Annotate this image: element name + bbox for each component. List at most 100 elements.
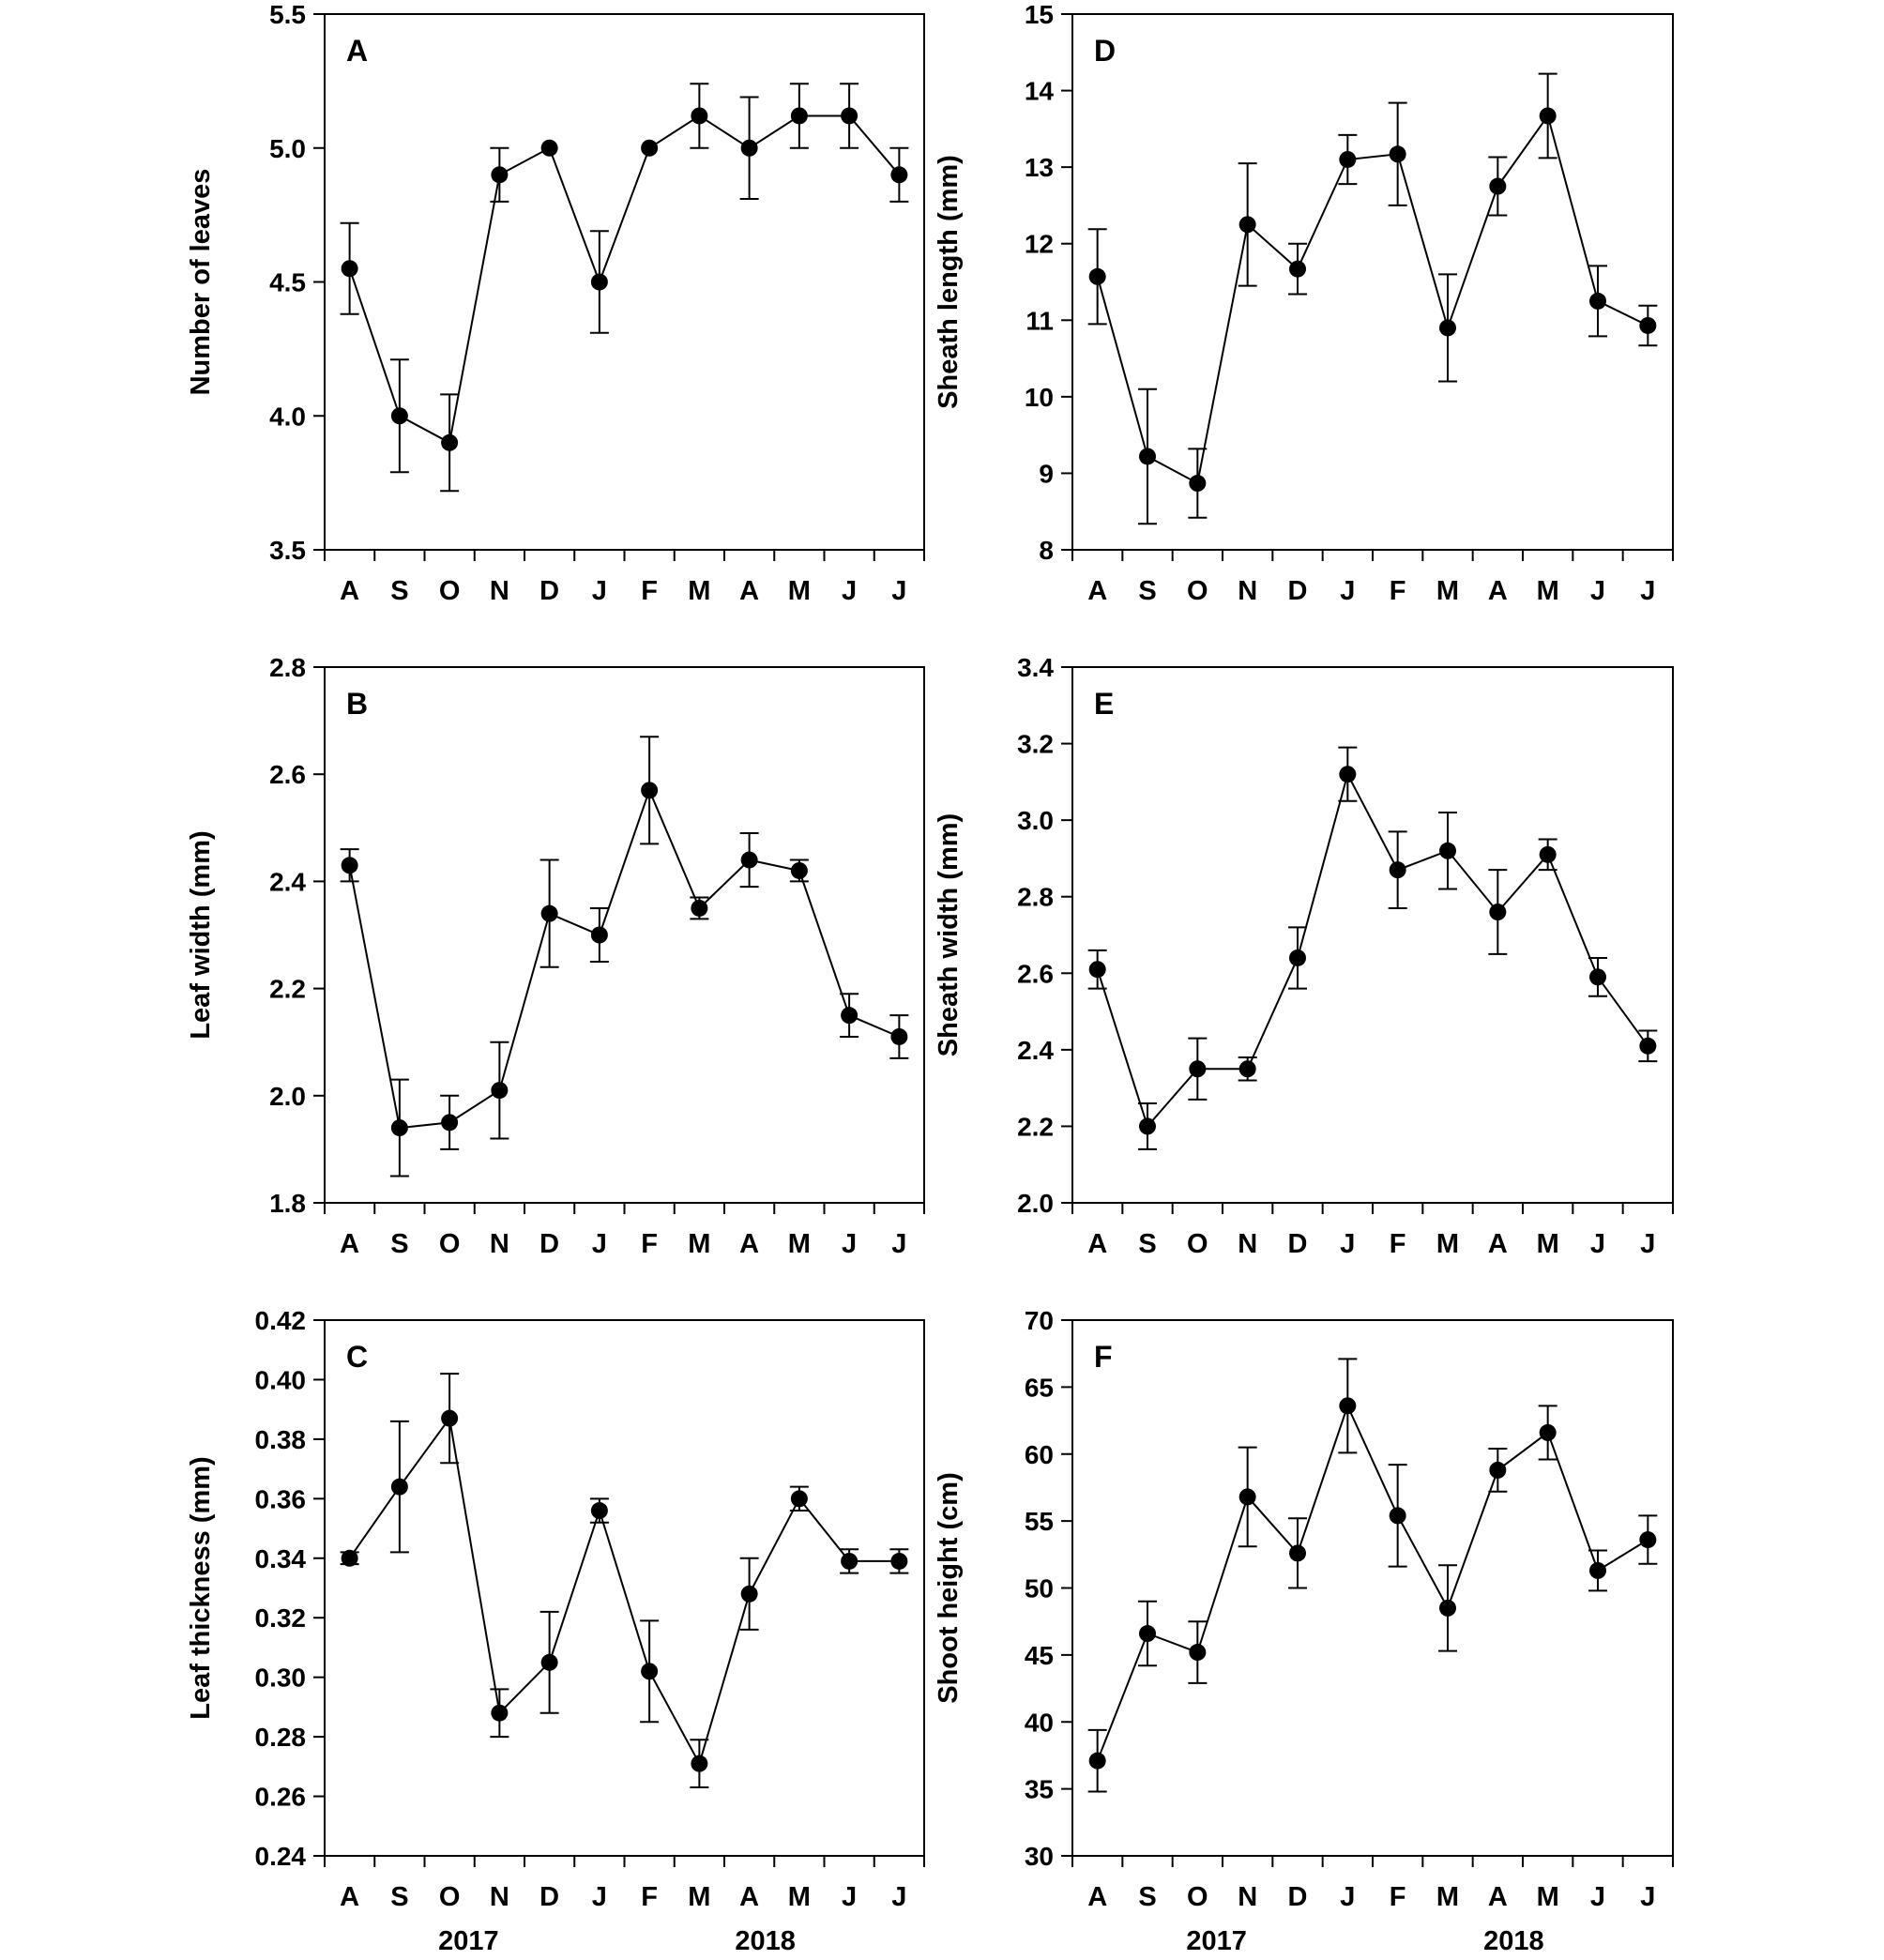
data-point xyxy=(790,861,808,879)
data-point xyxy=(890,1552,908,1570)
data-point xyxy=(341,857,358,874)
data-point xyxy=(1589,968,1606,986)
series-line xyxy=(1096,771,1649,1129)
x-tick-label: J xyxy=(842,1882,857,1912)
x-tick-label: M xyxy=(1436,1882,1459,1912)
x-tick-label: O xyxy=(1187,1882,1208,1912)
year-label: 2018 xyxy=(1483,1926,1544,1956)
data-point xyxy=(1539,1423,1557,1441)
plot-frame xyxy=(1071,666,1674,1204)
data-point xyxy=(890,1027,908,1045)
data-point xyxy=(491,166,509,184)
data-point xyxy=(1238,216,1256,234)
data-point xyxy=(790,1490,808,1508)
x-tick-label: N xyxy=(490,1882,509,1912)
data-point xyxy=(1389,145,1406,163)
data-point xyxy=(841,107,858,125)
panel-label: C xyxy=(346,1340,368,1374)
data-point xyxy=(1289,1544,1306,1562)
panel-label: F xyxy=(1094,1340,1113,1374)
x-tick-label: D xyxy=(539,576,559,606)
y-tick-label: 2.2 xyxy=(269,975,306,1004)
data-point xyxy=(691,899,708,917)
y-tick-label: 0.36 xyxy=(255,1484,307,1513)
data-point xyxy=(1289,949,1306,966)
x-tick-label: F xyxy=(1390,1882,1406,1912)
data-point xyxy=(540,1653,558,1671)
y-axis-title: Sheath length (mm) xyxy=(934,155,964,409)
y-tick-label: 2.6 xyxy=(269,760,306,789)
y-tick-label: 10 xyxy=(1025,383,1054,412)
data-point xyxy=(1139,1117,1156,1135)
x-tick-label: O xyxy=(1187,576,1208,606)
year-label: 2018 xyxy=(735,1926,796,1956)
plot-frame xyxy=(1071,13,1674,551)
x-tick-label: N xyxy=(1238,576,1257,606)
x-tick-label: F xyxy=(641,1229,658,1259)
y-tick-label: 0.24 xyxy=(255,1842,307,1871)
x-tick-label: S xyxy=(1138,1229,1156,1259)
x-tick-label: F xyxy=(1390,576,1406,606)
y-tick-label: 2.2 xyxy=(1017,1112,1054,1141)
x-tick-label: A xyxy=(340,1882,359,1912)
data-point xyxy=(390,1119,408,1137)
x-tick-label: M xyxy=(688,576,710,606)
x-tick-label: M xyxy=(788,1229,811,1259)
series-line xyxy=(348,114,901,445)
y-tick-label: 45 xyxy=(1025,1641,1054,1670)
x-tick-label: A xyxy=(1087,1229,1107,1259)
data-point xyxy=(1389,1507,1406,1525)
panel-label: A xyxy=(346,34,368,68)
y-tick-label: 0.38 xyxy=(255,1425,307,1454)
data-point xyxy=(1088,1752,1106,1770)
x-tick-label: A xyxy=(340,1229,359,1259)
y-tick-label: 4.0 xyxy=(269,402,306,431)
data-point xyxy=(1238,1060,1256,1078)
x-tick-label: S xyxy=(390,576,408,606)
data-point xyxy=(841,1552,858,1570)
y-tick-label: 60 xyxy=(1025,1440,1054,1469)
y-tick-label: 2.8 xyxy=(1017,883,1054,912)
data-point xyxy=(1189,1644,1207,1662)
x-tick-label: O xyxy=(439,1882,461,1912)
y-tick-label: 8 xyxy=(1039,536,1054,565)
x-tick-label: A xyxy=(1488,576,1508,606)
y-tick-label: 13 xyxy=(1025,153,1054,182)
x-tick-label: A xyxy=(739,576,759,606)
data-point xyxy=(841,1007,858,1025)
x-tick-label: D xyxy=(1288,1229,1308,1259)
data-point xyxy=(590,926,608,944)
data-point xyxy=(540,139,558,157)
data-point xyxy=(441,433,459,451)
x-tick-label: A xyxy=(340,576,359,606)
y-tick-label: 5.0 xyxy=(269,134,306,163)
data-point xyxy=(491,1082,509,1100)
y-tick-label: 3.2 xyxy=(1017,730,1054,759)
y-tick-label: 35 xyxy=(1025,1775,1054,1804)
year-label: 2017 xyxy=(438,1926,499,1956)
data-point xyxy=(1539,845,1557,863)
data-point xyxy=(641,1663,659,1680)
x-tick-label: S xyxy=(1138,576,1156,606)
x-tick-label: J xyxy=(891,1229,906,1259)
y-tick-label: 0.28 xyxy=(255,1723,307,1752)
data-point xyxy=(1088,267,1106,285)
x-tick-label: M xyxy=(1537,1882,1559,1912)
data-point xyxy=(1489,1461,1507,1479)
x-tick-label: J xyxy=(842,576,857,606)
x-tick-label: J xyxy=(1640,1229,1655,1259)
data-point xyxy=(641,782,659,799)
x-tick-label: O xyxy=(439,1229,461,1259)
panel-c: 0.24 0.26 0.28 0.30 0.32 0.34 0.36 0.38 0.40 0.42… xyxy=(186,1306,925,1956)
data-point xyxy=(491,1704,509,1722)
series-line xyxy=(1096,1403,1648,1761)
data-point xyxy=(1339,1397,1357,1415)
data-point xyxy=(1589,292,1606,310)
y-tick-label: 5.5 xyxy=(269,0,306,29)
y-axis-title: Shoot height (cm) xyxy=(934,1472,964,1703)
y-tick-label: 2.8 xyxy=(269,653,306,682)
panel-e: 2.02.22.42.62.83.03.23.4A S O N D J F M A M J JShea… xyxy=(934,653,1674,1259)
panel-label: B xyxy=(346,687,368,721)
